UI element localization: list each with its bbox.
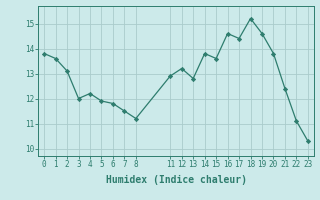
X-axis label: Humidex (Indice chaleur): Humidex (Indice chaleur) [106, 175, 246, 185]
